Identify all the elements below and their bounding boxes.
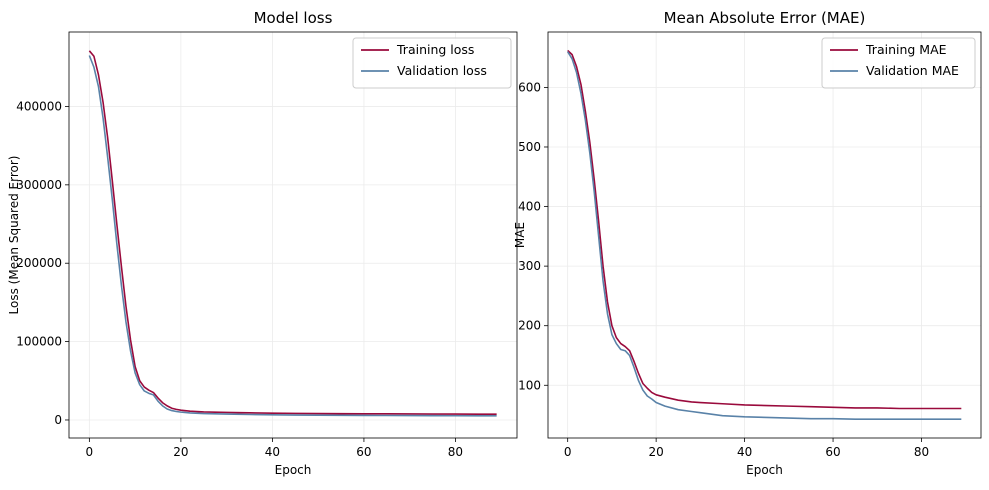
legend-label: Validation MAE: [866, 63, 959, 78]
x-tick-label: 80: [448, 445, 463, 459]
legend-box: [352, 37, 512, 89]
y-tick-label: 0: [54, 413, 62, 427]
x-tick-label: 60: [825, 445, 840, 459]
x-tick-label: 0: [564, 445, 572, 459]
y-tick-label: 300: [518, 259, 541, 273]
series-line-training: [567, 49, 962, 410]
chart-title: Model loss: [254, 9, 333, 27]
legend-label: Training loss: [396, 42, 474, 57]
series-line-validation: [88, 55, 497, 417]
y-tick-label: 500: [518, 140, 541, 154]
legend: Training MAE Validation MAE: [821, 37, 976, 89]
x-tick-label: 60: [356, 445, 371, 459]
x-axis-label: Epoch: [275, 463, 312, 477]
x-axis-label: Epoch: [746, 463, 783, 477]
chart-title: Mean Absolute Error (MAE): [664, 9, 866, 27]
x-tick-label: 20: [648, 445, 663, 459]
plot-frame: [68, 31, 518, 439]
y-axis-label: Loss (Mean Squared Error): [7, 156, 21, 315]
loss-chart: 0 20 40 60 80 0 100000 200000 300000 400000 Model …: [7, 9, 518, 477]
x-tick-label: 0: [86, 445, 94, 459]
x-tick-label: 40: [737, 445, 752, 459]
legend: Training loss Validation loss: [352, 37, 512, 89]
y-tick-label: 100000: [16, 335, 62, 349]
x-tick-label: 80: [914, 445, 929, 459]
series-line-validation: [566, 51, 962, 421]
y-axis-label: MAE: [513, 222, 527, 248]
legend-label: Validation loss: [397, 63, 487, 78]
plot-frame: [547, 31, 982, 439]
legend-box: [821, 37, 976, 89]
y-tick-label: 300000: [16, 178, 62, 192]
y-tick-label: 400000: [16, 99, 62, 113]
x-tick-label: 40: [265, 445, 280, 459]
y-tick-label: 100: [518, 378, 541, 392]
y-tick-label: 200: [518, 319, 541, 333]
y-tick-label: 400: [518, 200, 541, 214]
mae-chart: 0 20 40 60 80 100 200 300 400 500 600 Mean Absolute…: [513, 9, 982, 477]
x-tick-label: 20: [173, 445, 188, 459]
legend-label: Training MAE: [865, 42, 947, 57]
y-tick-label: 200000: [16, 256, 62, 270]
series-line-training: [88, 50, 497, 415]
y-tick-label: 600: [518, 80, 541, 94]
